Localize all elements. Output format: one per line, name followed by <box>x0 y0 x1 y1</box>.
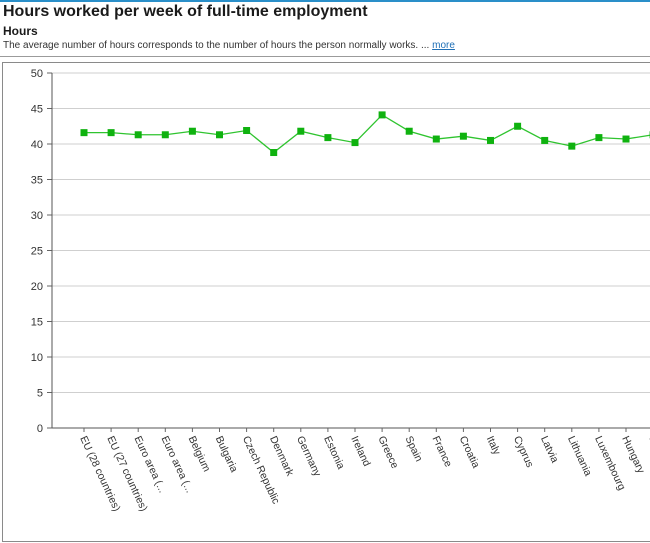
data-point <box>514 123 521 130</box>
data-point <box>433 136 440 143</box>
x-tick-label: Spain <box>402 434 424 464</box>
series-line <box>84 115 650 153</box>
data-point <box>595 134 602 141</box>
y-tick-label: 10 <box>31 352 43 364</box>
x-tick-label: Bulgaria <box>213 434 240 474</box>
x-tick-label: Italy <box>484 434 503 457</box>
data-point <box>108 129 115 136</box>
data-point <box>216 131 223 138</box>
x-tick-label: Denmark <box>267 434 296 478</box>
header-divider <box>0 56 650 57</box>
data-point <box>81 129 88 136</box>
y-tick-label: 40 <box>31 139 43 151</box>
x-tick-label: Belgium <box>186 434 213 474</box>
x-tick-label: France <box>430 434 455 469</box>
x-tick-label: Latvia <box>538 434 561 465</box>
x-tick-label: Estonia <box>321 434 347 471</box>
y-tick-label: 35 <box>31 175 43 187</box>
y-tick-label: 5 <box>37 388 43 400</box>
y-tick-label: 15 <box>31 317 43 329</box>
x-tick-label: Ireland <box>348 434 373 468</box>
y-tick-label: 45 <box>31 104 43 116</box>
data-point <box>568 143 575 150</box>
y-tick-label: 25 <box>31 246 43 258</box>
data-point <box>270 149 277 156</box>
description-text: The average number of hours corresponds … <box>3 40 429 51</box>
y-tick-label: 0 <box>37 423 43 435</box>
x-tick-label: Germany <box>294 434 323 479</box>
data-point <box>379 111 386 118</box>
data-point <box>297 128 304 135</box>
x-tick-label: Croatia <box>457 434 482 470</box>
data-point <box>460 133 467 140</box>
data-point <box>243 127 250 134</box>
y-tick-label: 20 <box>31 281 43 293</box>
y-tick-label: 30 <box>31 210 43 222</box>
data-point <box>541 137 548 144</box>
page-title: Hours worked per week of full-time emplo… <box>3 3 368 21</box>
data-point <box>352 139 359 146</box>
unit-label: Hours <box>3 24 38 38</box>
x-tick-label: Cyprus <box>511 434 536 469</box>
x-tick-label: Greece <box>375 434 400 470</box>
more-link[interactable]: more <box>432 40 455 51</box>
x-tick-label: M <box>646 434 650 447</box>
y-tick-label: 50 <box>31 68 43 80</box>
data-point <box>487 137 494 144</box>
data-point <box>189 128 196 135</box>
data-point <box>623 136 630 143</box>
top-accent-bar <box>0 0 650 2</box>
data-point <box>162 131 169 138</box>
description: The average number of hours corresponds … <box>3 40 455 51</box>
x-tick-label: Hungary <box>619 434 647 476</box>
x-tick-label: Lithuania <box>565 434 594 478</box>
data-point <box>406 128 413 135</box>
data-point <box>135 131 142 138</box>
data-point <box>324 134 331 141</box>
